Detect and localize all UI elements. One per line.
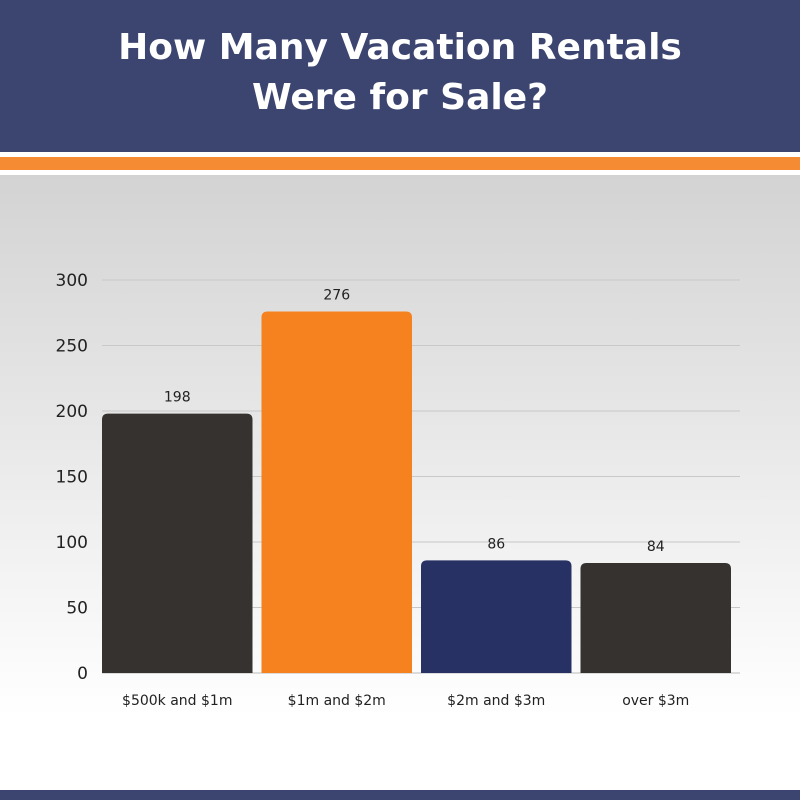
data-label: 86 xyxy=(487,536,505,552)
y-tick-label: 0 xyxy=(77,664,88,684)
x-tick-label: $2m and $3m xyxy=(447,693,545,709)
bar xyxy=(261,311,412,673)
bar xyxy=(580,562,731,673)
x-tick-label: $500k and $1m xyxy=(122,693,232,709)
y-tick-label: 150 xyxy=(56,468,88,488)
y-tick-label: 300 xyxy=(56,271,88,291)
data-label: 276 xyxy=(323,287,350,303)
y-tick-label: 200 xyxy=(56,402,88,422)
page-title: How Many Vacation Rentals Were for Sale? xyxy=(118,27,682,118)
accent-stripe xyxy=(0,157,800,170)
x-tick-label: $1m and $2m xyxy=(288,693,386,709)
y-tick-label: 50 xyxy=(66,599,88,619)
bar xyxy=(421,560,572,673)
y-tick-label: 100 xyxy=(56,533,88,553)
y-tick-label: 250 xyxy=(56,337,88,357)
footer-bar xyxy=(0,790,800,800)
header-banner: How Many Vacation Rentals Were for Sale? xyxy=(0,0,800,152)
x-tick-label: over $3m xyxy=(622,693,689,709)
data-label: 84 xyxy=(647,539,665,555)
bar xyxy=(102,413,253,673)
data-label: 198 xyxy=(164,390,191,406)
